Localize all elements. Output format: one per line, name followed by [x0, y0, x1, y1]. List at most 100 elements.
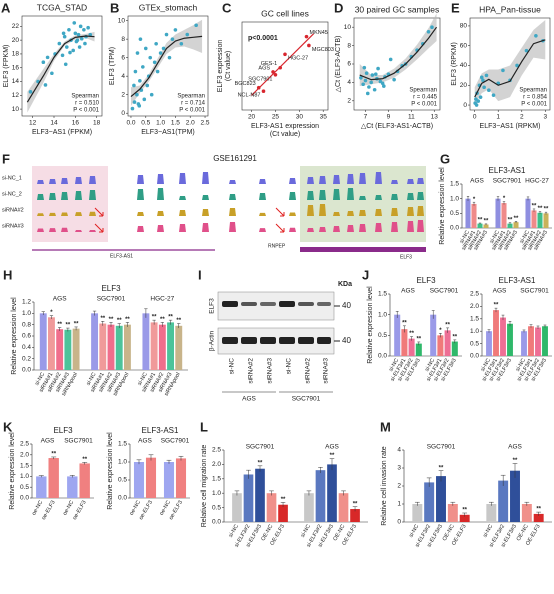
data-point [88, 32, 93, 37]
coverage-tracks: si-NC_1 si-NC_2 siRNA#2 siRNA#3 [2, 172, 428, 232]
data-point [137, 104, 142, 108]
confidence-band [130, 19, 203, 106]
data-point [83, 41, 87, 46]
y-tick-label: 0.0 [20, 495, 29, 502]
y-tick-label: 0.5 [378, 332, 387, 339]
error-bar [41, 311, 45, 316]
bar [486, 504, 497, 522]
error-bar [257, 465, 263, 472]
track-label: siRNA#3 [2, 223, 24, 229]
x-tick-label: 1 [496, 114, 500, 121]
panel-label: C [222, 0, 232, 15]
panel-label: I [198, 267, 202, 282]
bar [513, 222, 519, 228]
y-tick-label: 1.5 [470, 316, 479, 323]
annotation: r = 0.854 [523, 95, 548, 101]
data-point [369, 80, 374, 85]
error-bar [69, 475, 75, 478]
coverage [32, 188, 428, 200]
bar [437, 335, 444, 356]
point-label: AGS [258, 65, 270, 71]
bar [304, 493, 314, 522]
data-point [376, 66, 380, 71]
y-tick-label: 12 [12, 92, 20, 99]
significance: ** [544, 207, 549, 213]
y-tick-label: 60 [460, 42, 468, 49]
bar [447, 504, 458, 522]
bar [243, 474, 254, 522]
data-point [361, 82, 365, 87]
data-point [367, 85, 371, 89]
error-bar [166, 459, 172, 464]
lane-label: si-NC [286, 358, 293, 375]
group-label: SGC7901 [427, 444, 456, 451]
data-point [524, 48, 529, 53]
bar [459, 514, 470, 522]
x-tick-label: 25 [272, 114, 280, 121]
y-tick-label: 1.5 [20, 462, 29, 469]
panel-label: G [440, 151, 450, 166]
annotation: P < 0.001 [411, 102, 437, 108]
y-axis-label: ELF3 (TPM) [109, 47, 116, 85]
y-tick-label: 3 [397, 465, 401, 472]
y-tick-label: 1.0 [118, 459, 127, 466]
bar [67, 476, 78, 498]
error-bar [514, 221, 518, 224]
data-point [283, 52, 287, 57]
y-tick-label: 0.6 [22, 333, 31, 340]
y-axis-label: ELF3 expression [217, 40, 224, 93]
y-tick-label: 10 [12, 106, 20, 113]
significance: ** [445, 322, 450, 328]
unit-label: KDa [338, 281, 352, 288]
y-axis-label: Relative expression level [367, 286, 374, 364]
y-tick-label: 1 [397, 501, 401, 508]
data-point [50, 71, 54, 76]
point-label: GES-1 [261, 61, 278, 67]
y-tick-label: 2.5 [212, 447, 221, 454]
bar [350, 509, 360, 522]
significance: ** [452, 334, 457, 340]
data-point [28, 90, 33, 94]
data-point [148, 55, 153, 60]
x-axis-label: △Ct (ELF3-AS1-ACTB) [361, 123, 433, 130]
bar [498, 480, 509, 522]
data-point [365, 91, 370, 96]
y-tick-label: 1.0 [22, 310, 31, 317]
bar [123, 324, 131, 370]
data-point [481, 78, 485, 83]
group-label: SGC7901 [430, 288, 459, 295]
row-label: β-Actin [209, 330, 216, 351]
error-bar [74, 326, 78, 331]
annotation: r = 0.445 [413, 95, 438, 101]
data-point [362, 65, 367, 70]
y-tick-label: 1.0 [20, 473, 29, 480]
data-point [68, 50, 72, 55]
error-bar [446, 327, 450, 333]
data-point [145, 83, 150, 88]
significance: ** [176, 318, 181, 324]
data-point [388, 57, 393, 62]
group-label: SGC7901 [493, 178, 522, 185]
significance: ** [353, 501, 358, 507]
significance: ** [258, 460, 263, 466]
error-bar [352, 506, 358, 512]
fit-line [26, 35, 95, 103]
bar [394, 314, 401, 356]
y-tick-label: 40 [460, 62, 468, 69]
data-point [382, 84, 386, 88]
y-tick-label: 18 [12, 51, 20, 58]
error-bar [66, 327, 70, 332]
chart-title: ELF3-AS1 [489, 166, 526, 175]
group-label: SGC7901 [520, 288, 549, 295]
x-tick-label: 1.0 [156, 120, 165, 127]
bar [510, 470, 520, 522]
lane-label: siRNA#2 [248, 358, 255, 384]
error-bar [438, 333, 442, 338]
bar [64, 329, 72, 370]
error-bar [532, 208, 536, 212]
data-point [141, 65, 145, 69]
y-tick-label: 0.5 [212, 504, 221, 511]
group-label: AGS [41, 438, 55, 445]
bar [543, 213, 549, 228]
lane-label: siRNA#2 [305, 358, 312, 384]
